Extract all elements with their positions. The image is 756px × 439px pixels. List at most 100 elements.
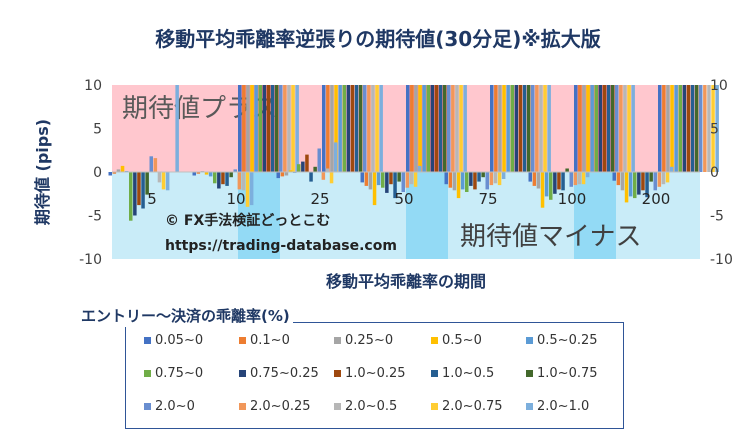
overflow-bar	[459, 85, 463, 172]
legend-label: 2.0~0.75	[442, 399, 503, 414]
bar	[245, 172, 250, 207]
overflow-bar	[619, 85, 623, 172]
legend-swatch	[144, 370, 151, 377]
bar	[153, 158, 158, 172]
positive-zone-label: 期待値プラス	[122, 94, 277, 124]
y-axis-title: 期待値 (pips)	[33, 119, 52, 225]
bar	[624, 172, 629, 203]
bar	[309, 172, 313, 182]
y2-tick-label: 5	[710, 122, 719, 138]
bar	[653, 172, 657, 191]
overflow-bar	[590, 85, 594, 172]
bar	[333, 142, 338, 172]
bar	[116, 169, 121, 172]
y2-tick-label: -10	[710, 252, 733, 268]
overflow-bar	[510, 85, 514, 172]
bar	[540, 172, 545, 208]
legend-swatch	[239, 403, 246, 410]
overflow-bar	[379, 85, 383, 172]
bar	[225, 172, 229, 186]
overflow-bar	[543, 85, 547, 172]
legend-label: 0.5~0	[442, 333, 482, 348]
overflow-bar	[371, 85, 375, 172]
overflow-bar	[358, 85, 363, 172]
legend-item: 1.0~0.25	[334, 366, 406, 381]
overflow-bar	[658, 85, 662, 172]
chart-title: 移動平均乖離率逆張りの期待値(30分足)※拡大版	[155, 27, 601, 51]
legend-label: 0.05~0	[155, 333, 204, 348]
x-axis-title: 移動平均乖離率の期間	[326, 272, 486, 291]
overflow-bar	[490, 85, 494, 172]
overflow-bar	[283, 85, 287, 172]
overflow-bar	[498, 85, 502, 172]
legend-item: 0.5~0.25	[526, 333, 598, 348]
overflow-bar	[666, 85, 670, 172]
legend-item: 0.75~0	[144, 366, 203, 381]
x-tick-label: 200	[642, 190, 671, 208]
bar	[501, 172, 506, 179]
overflow-bar	[442, 85, 447, 172]
legend-label: 0.75~0.25	[250, 366, 319, 381]
y-tick-label: 10	[84, 78, 102, 94]
overflow-bar	[574, 85, 578, 172]
overflow-bar	[262, 85, 267, 172]
negative-zone	[154, 172, 196, 259]
legend-label: 1.0~0.75	[537, 366, 598, 381]
x-tick-label: 5	[147, 190, 157, 208]
bar	[241, 172, 246, 191]
overflow-bar	[594, 85, 598, 172]
bar	[641, 172, 645, 191]
bar	[649, 172, 653, 182]
bar	[284, 172, 289, 176]
legend: 0.05~0 0.1~0 0.25~0 0.5~0 0.5~0.25 0.75~0 0.75…	[125, 322, 624, 429]
overflow-bar	[258, 85, 262, 172]
overflow-bar	[682, 85, 687, 172]
bar	[213, 172, 217, 184]
overflow-bar	[715, 85, 719, 172]
y-tick-label: 0	[93, 165, 102, 181]
negative-zone	[658, 172, 700, 259]
x-tick-label: 100	[558, 190, 587, 208]
bar	[129, 172, 133, 221]
overflow-bar	[434, 85, 439, 172]
legend-swatch	[334, 370, 341, 377]
bar	[489, 172, 494, 186]
bar	[444, 172, 448, 185]
overflow-bar	[346, 85, 351, 172]
legend-swatch	[431, 337, 438, 344]
negative-zone-label: 期待値マイナス	[460, 222, 641, 252]
overflow-bar	[354, 85, 359, 172]
bar	[633, 172, 637, 199]
bar	[497, 172, 502, 186]
y-tick-label: -10	[79, 252, 102, 268]
overflow-bar	[291, 85, 295, 172]
bar	[229, 172, 233, 178]
bar	[397, 172, 401, 182]
overflow-bar	[274, 85, 279, 172]
bar	[645, 172, 649, 198]
overflow-bar	[662, 85, 666, 172]
legend-item: 1.0~0.75	[526, 366, 598, 381]
bar	[481, 172, 485, 178]
x-tick-label: 50	[394, 190, 413, 208]
legend-item: 2.0~0.25	[239, 399, 311, 414]
overflow-bar	[631, 85, 635, 172]
legend-swatch	[431, 403, 438, 410]
legend-label: 0.75~0	[155, 366, 204, 381]
overflow-bar	[447, 85, 451, 172]
bar	[405, 172, 410, 188]
bar	[452, 172, 457, 191]
bar	[409, 172, 414, 185]
positive-zone	[112, 85, 154, 172]
bar	[557, 172, 561, 190]
bar	[381, 172, 385, 188]
legend-swatch	[526, 337, 533, 344]
bar	[360, 172, 364, 183]
bar	[233, 169, 237, 172]
bar	[536, 172, 541, 189]
legend-swatch	[239, 370, 246, 377]
overflow-bar	[242, 85, 246, 172]
bar	[385, 172, 389, 193]
overflow-bar	[686, 85, 691, 172]
overflow-bar	[342, 85, 346, 172]
